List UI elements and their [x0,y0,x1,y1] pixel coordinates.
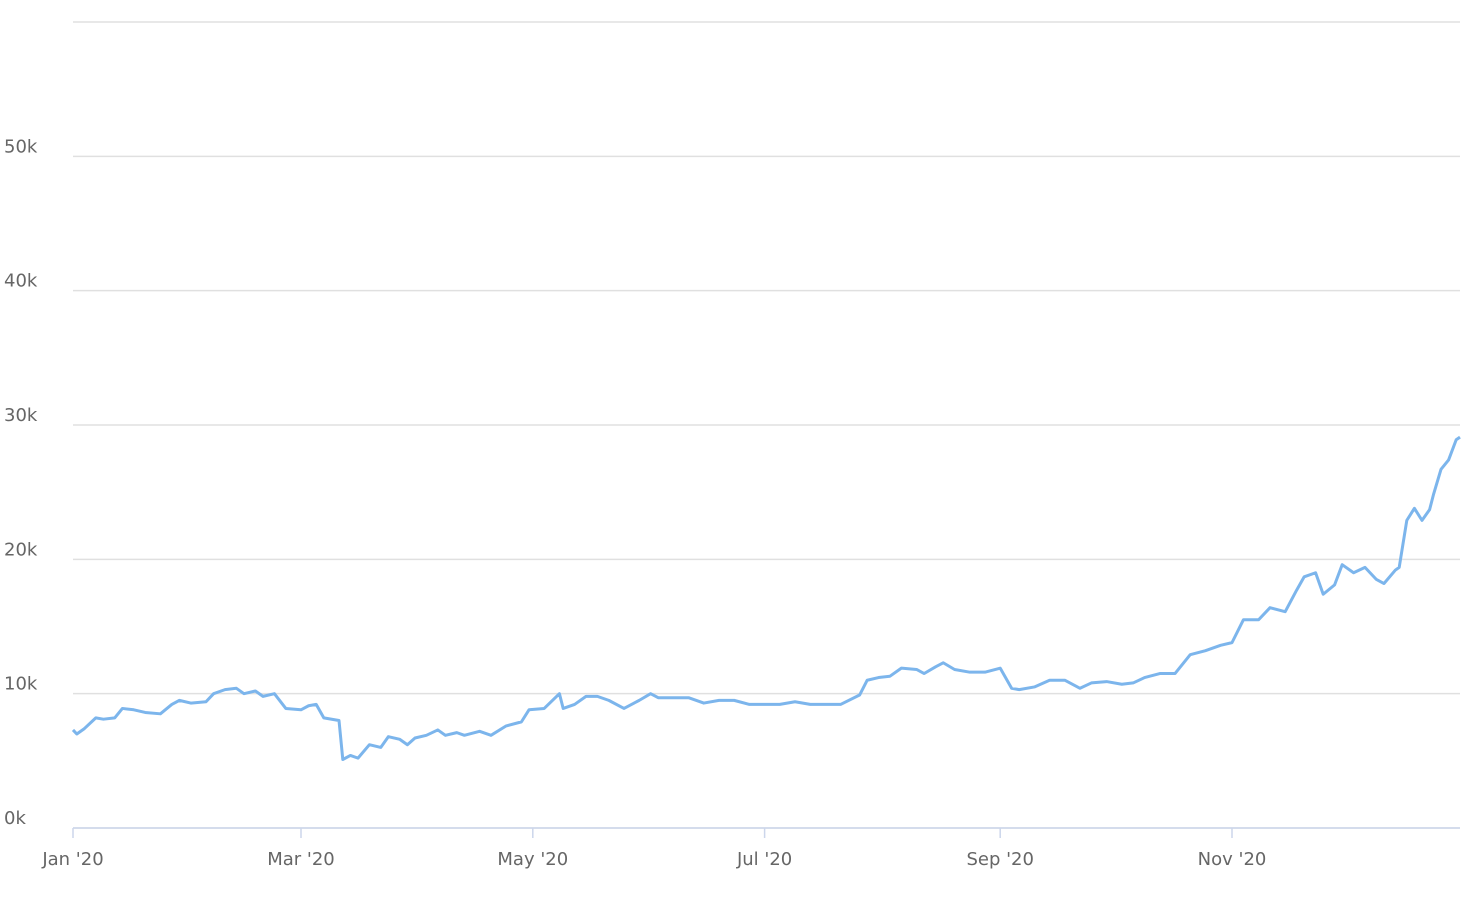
y-tick-label: 40k [4,271,38,292]
x-tick-label: Jan '20 [41,849,103,870]
y-tick-label: 50k [4,136,38,157]
x-tick-label: Nov '20 [1198,849,1267,870]
y-tick-label: 20k [4,539,38,560]
y-tick-label: 10k [4,674,38,695]
x-tick-label: Sep '20 [966,849,1034,870]
x-tick-label: Mar '20 [267,849,335,870]
y-tick-label: 30k [4,405,38,426]
data-line [71,435,1461,761]
y-tick-label: 0k [4,808,26,829]
x-tick-label: Jul '20 [736,849,792,870]
x-tick-label: May '20 [497,849,568,870]
